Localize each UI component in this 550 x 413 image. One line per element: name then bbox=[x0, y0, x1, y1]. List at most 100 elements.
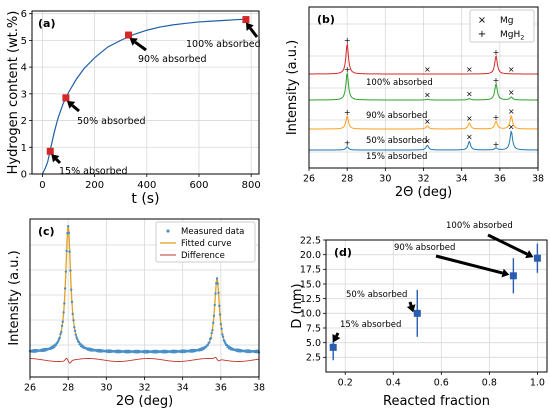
panel-a-x-tick-label: 600 bbox=[189, 180, 208, 191]
panel-b-mgh2-marker: + bbox=[493, 48, 500, 57]
panel-b-mgh2-marker: + bbox=[344, 139, 351, 148]
panel-b-x-tick-label: 34 bbox=[456, 174, 468, 185]
panel-d-x-tick-label: 1.0 bbox=[530, 378, 545, 389]
panel-b-ylabel: Intensity (a.u.) bbox=[285, 40, 300, 135]
panel-a-arrow-head bbox=[129, 38, 138, 46]
panel-d-annotation: 90% absorbed bbox=[394, 243, 455, 253]
panel-c-measured-point bbox=[70, 288, 73, 291]
panel-d-arrow-head bbox=[501, 268, 510, 278]
panel-c-legend-measured-label: Measured data bbox=[181, 227, 244, 237]
panel-b-legend-mgh2-symbol: + bbox=[478, 29, 486, 40]
panel-a-marker bbox=[46, 147, 54, 155]
panel-b: 26 28 30 32 34 36 38+ +× ××15% absorbed++× ××50% … bbox=[285, 6, 544, 200]
panel-a-curve bbox=[41, 18, 249, 175]
panel-b-mg-marker: × bbox=[466, 90, 473, 99]
panel-b-legend-mg-symbol: × bbox=[478, 15, 486, 26]
panel-c-measured-point bbox=[217, 291, 220, 295]
panel-c-measured-point bbox=[61, 320, 65, 323]
panel-d-xlabel: Reacted fraction bbox=[383, 394, 490, 409]
panel-b-x-tick-label: 28 bbox=[341, 174, 353, 185]
panel-c-measured-point bbox=[221, 333, 224, 336]
panel-b-mgh2-marker: + bbox=[493, 76, 500, 85]
panel-b-mg-marker: × bbox=[424, 117, 431, 126]
panel-c-measured-point bbox=[213, 303, 216, 307]
panel-b-series-label: 15% absorbed bbox=[366, 152, 427, 162]
panel-a-marker bbox=[242, 16, 250, 24]
panel-a-arrow-head bbox=[245, 22, 254, 31]
panel-c-measured-point bbox=[219, 323, 223, 326]
panel-c-measured-point bbox=[75, 336, 78, 339]
panel-c-x-tick-label: 32 bbox=[138, 383, 150, 394]
panel-b-x-tick-label: 32 bbox=[417, 174, 429, 185]
panel-a-annotation: 15% absorbed bbox=[59, 166, 128, 177]
panel-c-measured-point bbox=[53, 345, 56, 348]
panel-d-point bbox=[509, 272, 517, 280]
panel-c-frame bbox=[29, 218, 260, 378]
panel-c-measured-point bbox=[215, 277, 219, 280]
panel-a-y-tick-label: 1 bbox=[21, 143, 27, 154]
panel-d-annotation: 15% absorbed bbox=[340, 320, 401, 330]
panel-b-series-label: 50% absorbed bbox=[366, 136, 427, 146]
panel-d-arrow-shaft bbox=[335, 332, 340, 337]
panel-d-y-tick-label: 20.0 bbox=[300, 250, 321, 261]
panel-c-measured-point bbox=[70, 300, 74, 304]
panel-c-x-tick-label: 28 bbox=[62, 383, 74, 394]
panel-d-y-tick-label: 2.5 bbox=[306, 353, 321, 364]
panel-a-arrow-head bbox=[66, 100, 76, 109]
panel-a-annotation: 100% absorbed bbox=[186, 39, 261, 50]
panel-c-x-tick-label: 30 bbox=[100, 383, 112, 394]
panel-c-measured-point bbox=[211, 328, 214, 332]
panel-c-measured-point bbox=[64, 270, 68, 273]
panel-d-annotation: 100% absorbed bbox=[446, 221, 513, 231]
panel-a-x-tick-label: 800 bbox=[242, 180, 261, 191]
panel-c-legend: Measured data Fitted curve Difference bbox=[155, 221, 256, 263]
panel-c-legend-box bbox=[155, 221, 256, 263]
panel-c-measured-point bbox=[79, 342, 82, 345]
panel-d-y-tick-label: 17.5 bbox=[300, 265, 321, 276]
panel-c-x-tick-label: 36 bbox=[215, 383, 227, 394]
panel-a-arrow-head bbox=[51, 154, 60, 163]
panel-c-measured-point bbox=[214, 292, 217, 295]
panel-b-mg-marker: × bbox=[508, 65, 515, 74]
panel-b-series-label: 100% absorbed bbox=[366, 78, 433, 88]
panel-b-mg-marker: × bbox=[508, 88, 515, 97]
panel-c-measured-point bbox=[72, 319, 75, 322]
panel-c-measured-point bbox=[60, 330, 63, 334]
panel-a-marker bbox=[125, 31, 133, 39]
panel-d-x-tick-label: 0.4 bbox=[386, 378, 401, 389]
panel-a-ylabel: Hydrogen content (wt.%) bbox=[6, 11, 21, 175]
panel-b-series-label: 90% absorbed bbox=[366, 111, 427, 121]
panel-c-measured-point bbox=[74, 333, 78, 336]
panel-b-frame bbox=[308, 6, 539, 169]
panel-a-y-tick-label: 0 bbox=[21, 170, 27, 181]
panel-d-ylabel: D (nm) bbox=[290, 283, 305, 328]
panel-c-measured-point bbox=[216, 282, 219, 285]
panel-c-legend-fitted-label: Fitted curve bbox=[181, 239, 231, 249]
panel-c-measured-point bbox=[212, 321, 215, 325]
panel-a-y-tick-label: 2 bbox=[21, 116, 27, 127]
panel-d-point bbox=[329, 343, 337, 351]
panel-d-point bbox=[533, 254, 541, 262]
panel-b-series-line bbox=[309, 115, 538, 130]
panel-d-point bbox=[413, 309, 421, 317]
panel-a-x-tick-label: 200 bbox=[85, 180, 104, 191]
panel-c-measured-point bbox=[68, 250, 71, 253]
panel-c-ylabel: Intensity (a.u.) bbox=[7, 250, 22, 345]
panel-a-xlabel: t (s) bbox=[131, 191, 159, 207]
panel-c: 26 28 30 32 34 36 38 Measured data Fitted curve D… bbox=[7, 218, 265, 409]
panel-b-mg-marker: × bbox=[466, 114, 473, 123]
panel-d-arrow-head bbox=[406, 304, 416, 313]
panel-c-measured-point bbox=[209, 336, 213, 340]
panel-a-x-tick-label: 400 bbox=[137, 180, 156, 191]
panel-c-measured-point bbox=[67, 231, 71, 235]
panel-d-arrow-head bbox=[525, 250, 534, 259]
panel-b-label: (b) bbox=[317, 13, 335, 26]
panel-a-annotation: 90% absorbed bbox=[138, 54, 207, 65]
panel-c-measured-point bbox=[71, 312, 74, 316]
panel-d-y-tick-label: 22.5 bbox=[300, 235, 321, 246]
panel-b-series-line bbox=[309, 42, 538, 75]
panel-a-frame bbox=[31, 10, 260, 175]
panel-d-y-tick-label: 7.5 bbox=[306, 323, 321, 334]
panel-a-marker bbox=[62, 94, 70, 102]
